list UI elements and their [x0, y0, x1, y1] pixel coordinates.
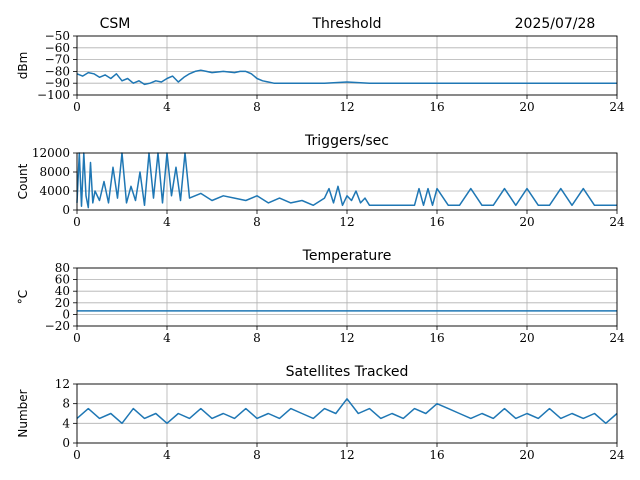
y-tick-label: 60: [55, 273, 70, 287]
x-tick-label: 0: [73, 100, 81, 114]
x-tick-label: 12: [339, 448, 354, 462]
y-tick-label: 12: [55, 377, 70, 391]
y-tick-label: 0: [62, 203, 70, 217]
series-line: [76, 398, 618, 425]
y-axis-label: °C: [16, 290, 30, 304]
x-tick-label: 0: [73, 215, 81, 229]
chart-panel-0: 0 4 8 12 16 20 24 −50−60−70−80−90−100 Threshold d…: [16, 16, 625, 114]
y-tick-label: 8: [62, 397, 70, 411]
x-tick-label: 4: [163, 331, 171, 345]
series-line: [76, 152, 617, 209]
x-tick-label: 0: [73, 331, 81, 345]
y-tick-label: 4000: [39, 184, 70, 198]
y-tick-label: 80: [55, 261, 70, 275]
x-tick-label: 16: [429, 215, 444, 229]
chart-title: Temperature: [302, 248, 392, 264]
x-tick-label: 8: [253, 215, 261, 229]
y-tick-label: 8000: [39, 165, 70, 179]
x-tick-label: 12: [339, 331, 354, 345]
y-tick-label: 4: [62, 416, 70, 430]
panels: 0 4 8 12 16 20 24 −50−60−70−80−90−100 Threshold d…: [16, 16, 625, 462]
x-tick-label: 20: [519, 331, 534, 345]
x-tick-label: 24: [609, 215, 625, 229]
y-tick-label: 0: [62, 307, 70, 321]
x-tick-label: 4: [163, 448, 171, 462]
y-tick-label: −20: [45, 319, 70, 333]
y-tick-label: −50: [45, 29, 70, 43]
x-tick-label: 20: [519, 100, 534, 114]
x-tick-label: 24: [609, 100, 625, 114]
y-axis-label: dBm: [16, 52, 30, 80]
y-tick-label: 20: [55, 296, 70, 310]
chart-panel-1: 0 4 8 12 16 20 24 12000 8000 4000 0 Triggers/sec Cou…: [16, 133, 625, 229]
chart-title: Satellites Tracked: [286, 364, 409, 380]
x-tick-label: 4: [163, 215, 171, 229]
y-tick-label: −100: [37, 88, 70, 102]
chart-panel-3: 0 4 8 12 16 20 24 12 8 4 0 Satellites Tracked Number: [16, 364, 625, 462]
x-tick-label: 8: [253, 448, 261, 462]
x-tick-label: 8: [253, 331, 261, 345]
y-tick-label: 12000: [32, 146, 70, 160]
y-tick-label: −60: [45, 41, 70, 55]
date-label: 2025/07/28: [515, 16, 596, 32]
x-tick-label: 12: [339, 215, 354, 229]
y-tick-label: −90: [45, 76, 70, 90]
x-tick-label: 16: [429, 448, 444, 462]
y-tick-label: −70: [45, 53, 70, 67]
x-tick-label: 12: [339, 100, 354, 114]
x-tick-label: 24: [609, 448, 625, 462]
chart-title: Threshold: [312, 16, 382, 32]
station-label: CSM: [100, 16, 131, 32]
y-tick-label: 40: [55, 284, 70, 298]
x-tick-label: 20: [519, 215, 534, 229]
y-axis-label: Number: [16, 389, 30, 437]
x-tick-label: 16: [429, 331, 444, 345]
x-tick-label: 0: [73, 448, 81, 462]
y-tick-label: 0: [62, 436, 70, 450]
x-tick-label: 8: [253, 100, 261, 114]
x-tick-label: 20: [519, 448, 534, 462]
x-tick-label: 16: [429, 100, 444, 114]
chart-title: Triggers/sec: [304, 133, 389, 149]
x-tick-label: 24: [609, 331, 625, 345]
series-line: [76, 69, 617, 86]
y-axis-label: Count: [16, 163, 30, 199]
y-tick-label: −80: [45, 64, 70, 78]
x-tick-label: 4: [163, 100, 171, 114]
